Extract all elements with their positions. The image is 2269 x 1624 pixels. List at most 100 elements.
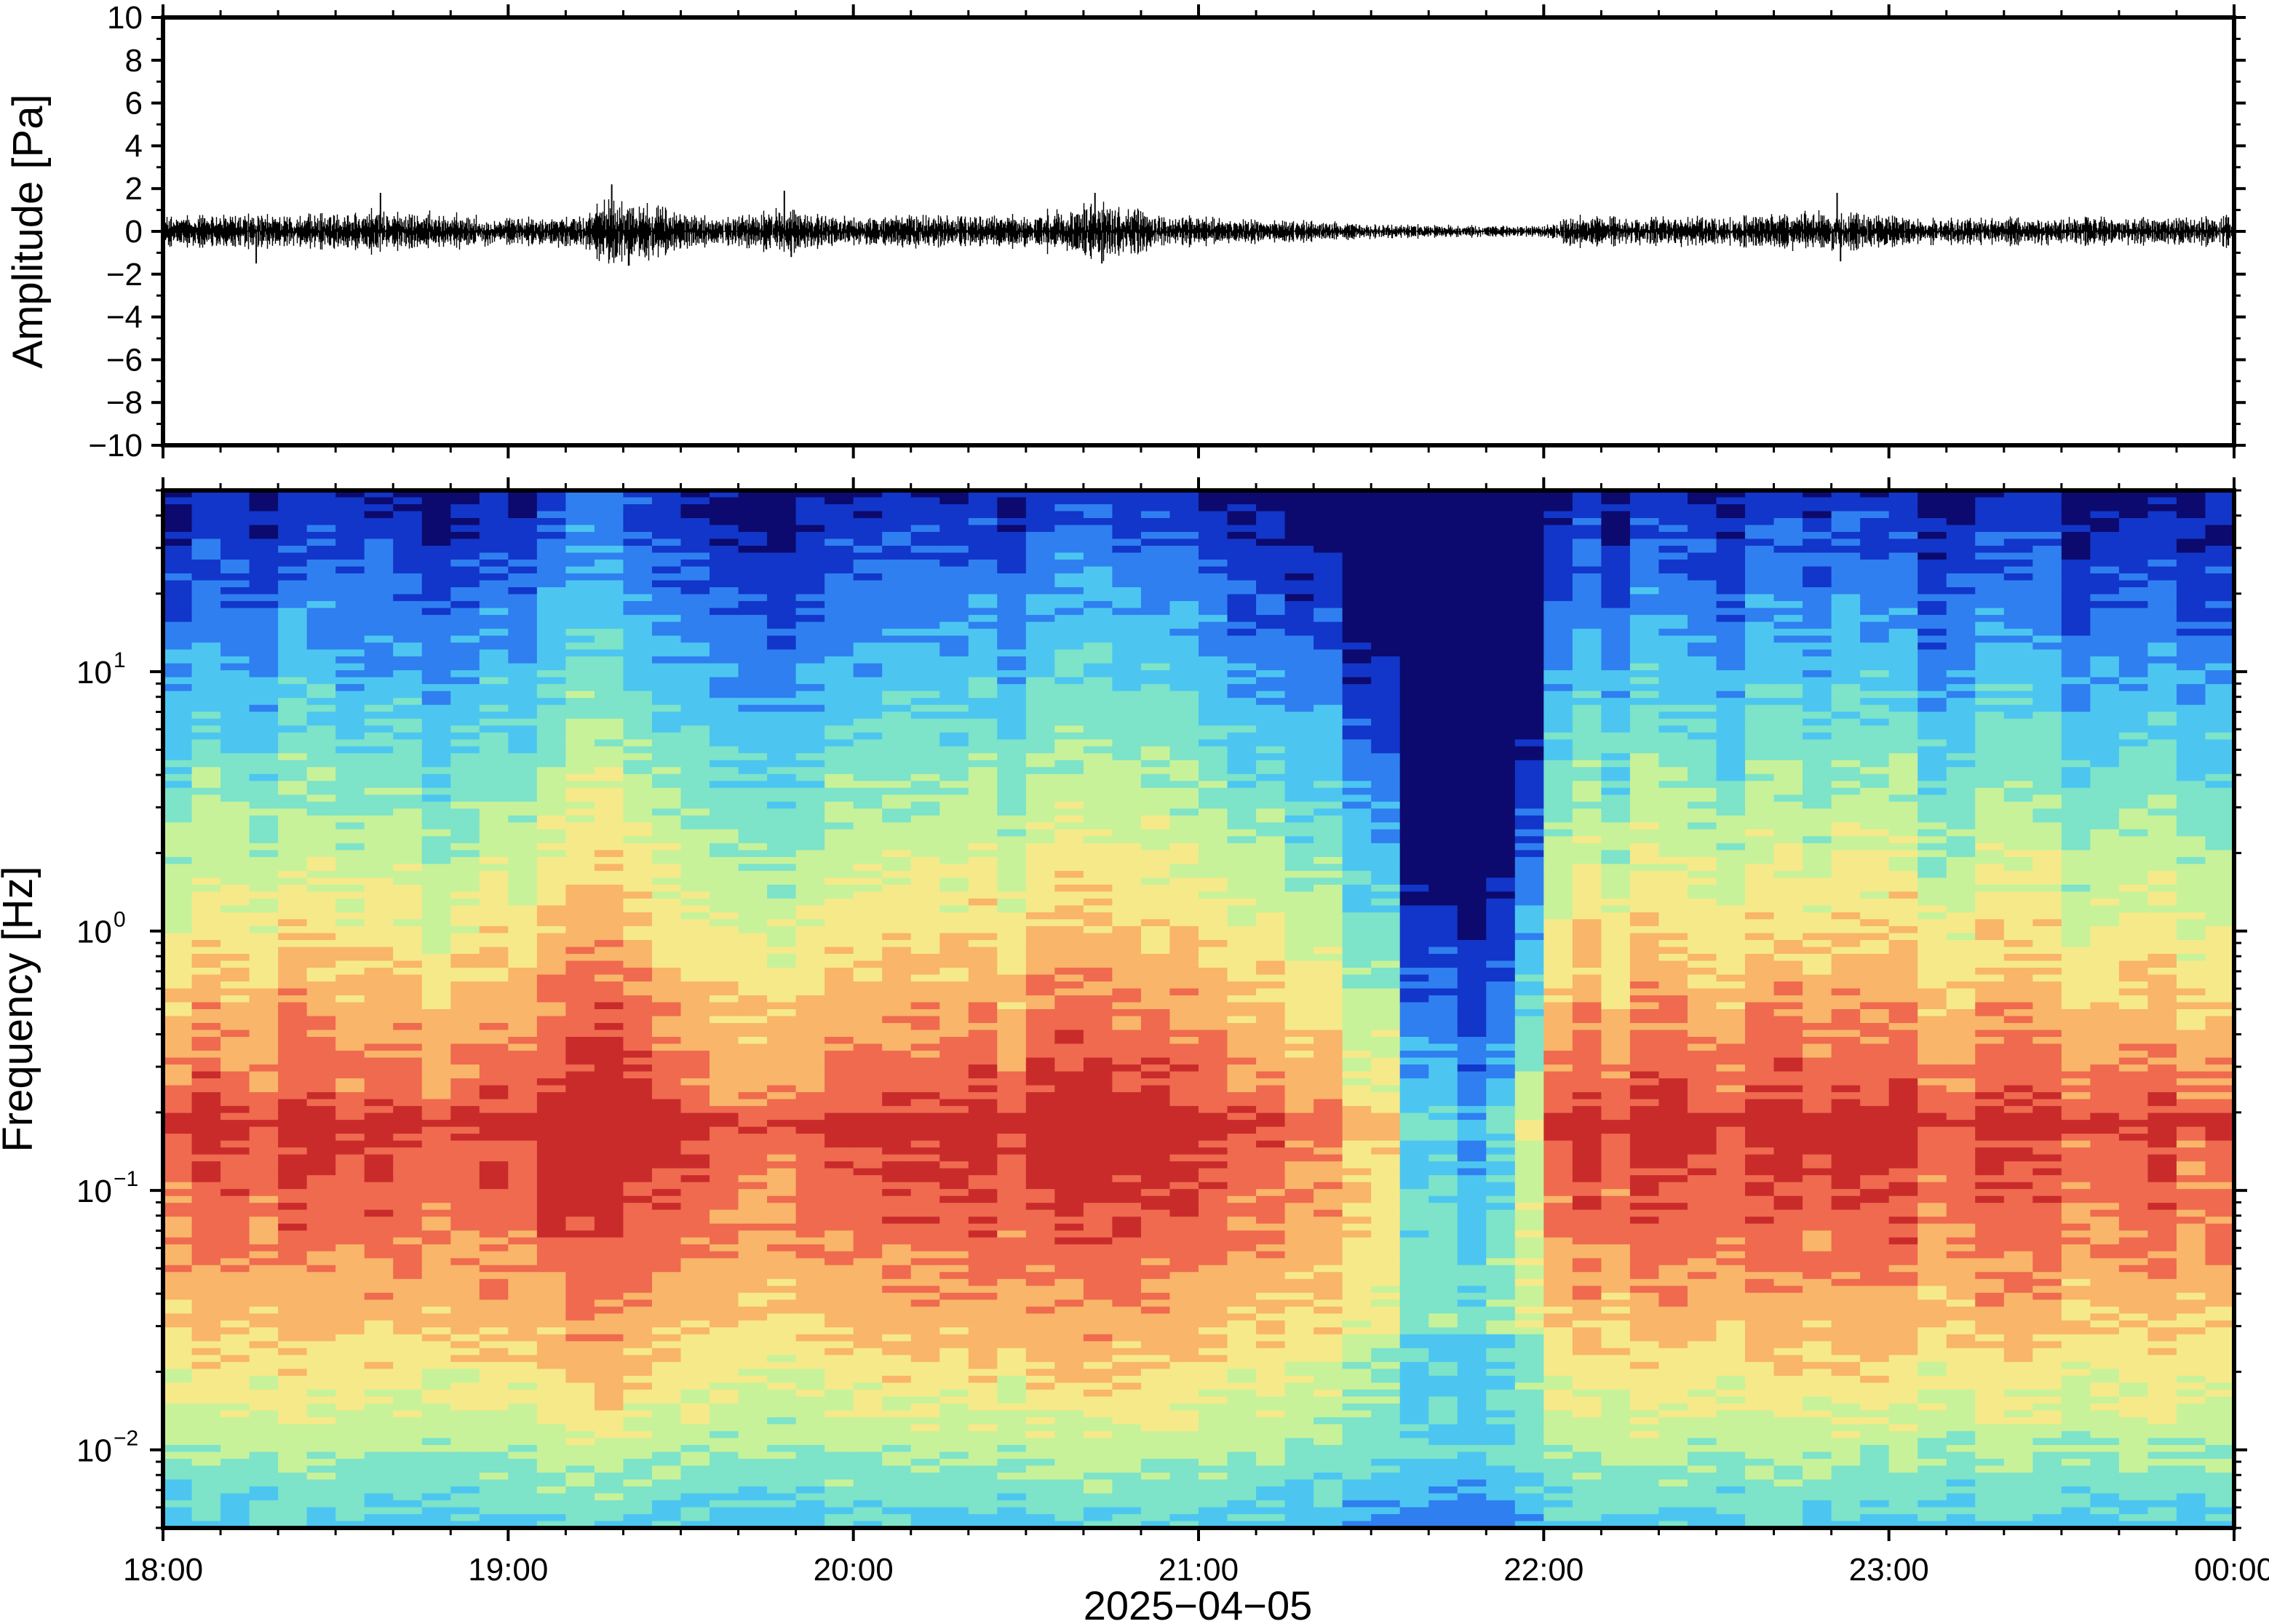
spectrogram-cell <box>939 1009 969 1017</box>
spectrogram-cell <box>1025 704 1056 713</box>
spectrogram-cell <box>651 677 682 685</box>
spectrogram-cell <box>191 939 221 948</box>
spectrogram-cell <box>882 1417 912 1425</box>
spectrogram-cell <box>910 538 941 546</box>
spectrogram-cell <box>1054 1002 1084 1010</box>
spectrogram-cell <box>997 1009 1027 1017</box>
spectrogram-cell <box>249 712 279 720</box>
spectrogram-cell <box>508 1348 538 1356</box>
spectrogram-cell <box>738 836 768 844</box>
spectrogram-cell <box>1025 552 1056 560</box>
spectrogram-cell <box>565 898 595 907</box>
spectrogram-cell <box>163 594 193 602</box>
spectrogram-cell <box>191 781 221 789</box>
spectrogram-cell <box>421 712 452 720</box>
spectrogram-cell <box>450 1140 480 1148</box>
spectrogram-cell <box>795 1203 825 1211</box>
spectrogram-cell <box>910 1203 941 1211</box>
spectrogram-cell <box>335 1278 365 1287</box>
spectrogram-cell <box>795 1002 825 1010</box>
spectrogram-cell <box>191 1037 221 1045</box>
spectrogram-cell <box>680 870 710 879</box>
spectrogram-cell <box>421 905 452 913</box>
spectrogram-cell <box>767 781 797 789</box>
spectrogram-cell <box>594 504 624 512</box>
spectrogram-cell <box>249 1320 279 1329</box>
spectrogram-cell <box>968 1209 998 1217</box>
spectrogram-cell <box>450 1112 480 1121</box>
spectrogram-cell <box>853 1002 883 1010</box>
spectrogram-cell <box>767 919 797 927</box>
spectrogram-cell <box>565 1410 595 1418</box>
spectrogram-cell <box>278 1417 308 1425</box>
spectrogram-cell <box>882 919 912 927</box>
spectrogram-cell <box>508 656 538 664</box>
spectrogram-cell <box>565 1465 595 1473</box>
spectrogram-cell <box>220 981 250 990</box>
spectrogram-cell <box>594 497 624 505</box>
spectrogram-cell <box>163 656 193 664</box>
spectrogram-cell <box>393 1306 423 1315</box>
spectrogram-cell <box>565 960 595 968</box>
spectrogram-cell <box>1025 1299 1056 1307</box>
spectrogram-cell <box>738 877 768 885</box>
spectrogram-cell <box>278 905 308 913</box>
spectrogram-cell <box>738 1189 768 1197</box>
spectrogram-cell <box>594 1306 624 1315</box>
spectrogram-cell <box>163 939 193 948</box>
spectrogram-cell <box>594 870 624 879</box>
spectrogram-cell <box>306 939 336 948</box>
spectrogram-cell <box>393 566 423 574</box>
spectrogram-cell <box>421 1430 452 1439</box>
spectrogram-cell <box>220 1403 250 1412</box>
spectrogram-cell <box>939 864 969 872</box>
spectrogram-cell <box>997 1195 1027 1203</box>
spectrogram-cell <box>824 1064 854 1072</box>
spectrogram-cell <box>364 1134 394 1142</box>
spectrogram-cell <box>1054 753 1084 761</box>
spectrogram-cell <box>421 870 452 879</box>
spectrogram-cell <box>536 1092 567 1100</box>
spectrogram-cell <box>997 1265 1027 1273</box>
spectrogram-cell <box>680 974 710 982</box>
spectrogram-cell <box>710 864 739 872</box>
spectrogram-cell <box>594 1203 624 1211</box>
spectrogram-cell <box>565 663 595 671</box>
spectrogram-cell <box>680 1486 710 1494</box>
spectrogram-cell <box>450 704 480 713</box>
spectrogram-cell <box>450 870 480 879</box>
spectrogram-cell <box>824 1237 854 1246</box>
spectrogram-cell <box>278 1472 308 1481</box>
spectrogram-cell <box>795 1057 825 1065</box>
spectrogram-cell <box>795 621 825 629</box>
spectrogram-cell <box>997 594 1027 602</box>
spectrogram-cell <box>335 1106 365 1114</box>
spectrogram-cell <box>306 546 336 554</box>
spectrogram-cell <box>968 1071 998 1079</box>
spectrogram-cell <box>939 684 969 692</box>
spectrogram-cell <box>220 1348 250 1356</box>
spectrogram-cell <box>623 1064 653 1072</box>
spectrogram-cell <box>421 1251 452 1259</box>
spectrogram-cell <box>191 497 221 505</box>
spectrogram-cell <box>680 1112 710 1121</box>
spectrogram-cell <box>623 815 653 824</box>
spectrogram-cell <box>191 1203 221 1211</box>
spectrogram-cell <box>335 1382 365 1390</box>
spectrogram-cell <box>594 1016 624 1024</box>
spectrogram-cell <box>335 1500 365 1508</box>
spectrogram-cell <box>479 1278 509 1287</box>
spectrogram-cell <box>364 1396 394 1404</box>
spectrogram-cell <box>393 677 423 685</box>
spectrogram-cell <box>393 532 423 540</box>
spectrogram-cell <box>335 905 365 913</box>
spectrogram-cell <box>651 753 682 761</box>
spectrogram-cell <box>220 1071 250 1079</box>
spectrogram-cell <box>249 1161 279 1169</box>
spectrogram-cell <box>191 1099 221 1107</box>
spectrogram-cell <box>853 1154 883 1162</box>
spectrogram-cell <box>997 760 1027 768</box>
spectrogram-cell <box>163 898 193 907</box>
spectrogram-cell <box>479 546 509 554</box>
spectrogram-cell <box>853 1140 883 1148</box>
